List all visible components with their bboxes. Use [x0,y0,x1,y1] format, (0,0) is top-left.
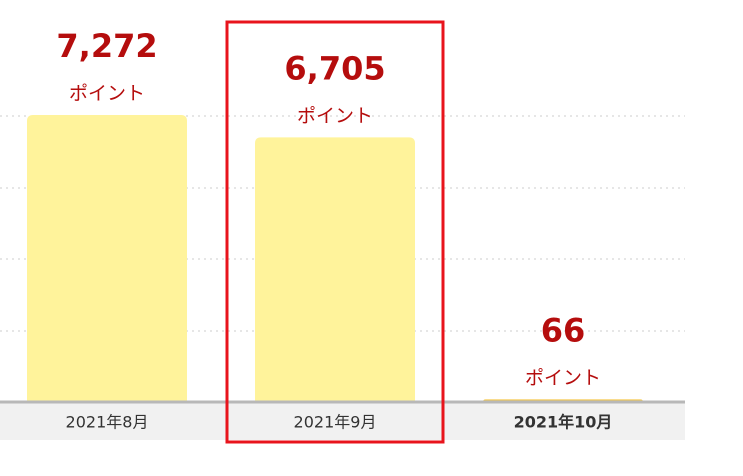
unit-label: ポイント [297,105,373,127]
unit-label: ポイント [69,83,145,105]
value-label: 66 [541,311,586,349]
unit-label: ポイント [525,367,601,389]
x-tick-label: 2021年8月 [66,413,149,432]
x-tick-label: 2021年9月 [294,413,377,432]
x-tick-label: 2021年10月 [514,413,613,432]
selection-box [225,20,445,444]
bar [255,137,415,402]
axis-band [0,402,685,440]
value-label: 7,272 [56,27,157,65]
bar [27,115,187,403]
labels: 7,272 ポイント 2021年8月 6,705 ポイント 2021年9月 66 ポイント 20… [56,27,612,431]
value-label: 6,705 [284,49,385,87]
bars [27,115,643,403]
